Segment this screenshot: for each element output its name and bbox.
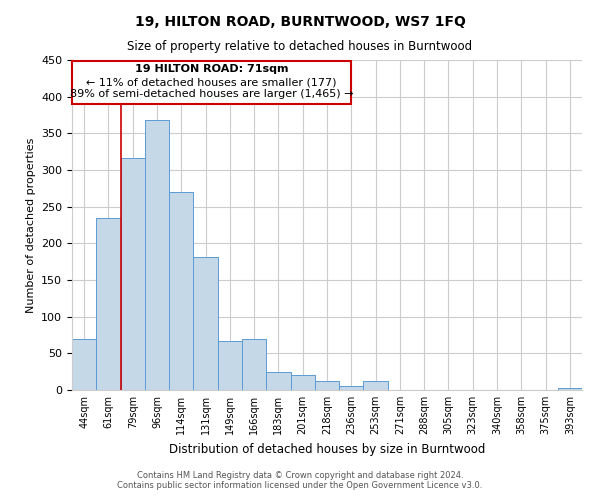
Y-axis label: Number of detached properties: Number of detached properties bbox=[26, 138, 35, 312]
Text: Contains HM Land Registry data © Crown copyright and database right 2024.
Contai: Contains HM Land Registry data © Crown c… bbox=[118, 470, 482, 490]
Bar bbox=[218, 341, 242, 390]
Text: 19, HILTON ROAD, BURNTWOOD, WS7 1FQ: 19, HILTON ROAD, BURNTWOOD, WS7 1FQ bbox=[134, 15, 466, 29]
Bar bbox=[558, 388, 582, 390]
Bar bbox=[169, 192, 193, 390]
Text: 89% of semi-detached houses are larger (1,465) →: 89% of semi-detached houses are larger (… bbox=[70, 90, 353, 100]
Bar bbox=[96, 218, 121, 390]
FancyBboxPatch shape bbox=[72, 62, 351, 104]
Bar bbox=[266, 372, 290, 390]
Bar bbox=[145, 120, 169, 390]
Bar bbox=[290, 376, 315, 390]
Bar bbox=[193, 256, 218, 390]
Bar bbox=[121, 158, 145, 390]
Text: 19 HILTON ROAD: 71sqm: 19 HILTON ROAD: 71sqm bbox=[135, 64, 289, 74]
Bar bbox=[72, 338, 96, 390]
Bar bbox=[315, 381, 339, 390]
X-axis label: Distribution of detached houses by size in Burntwood: Distribution of detached houses by size … bbox=[169, 442, 485, 456]
Bar bbox=[364, 381, 388, 390]
Text: ← 11% of detached houses are smaller (177): ← 11% of detached houses are smaller (17… bbox=[86, 78, 337, 88]
Bar bbox=[242, 338, 266, 390]
Text: Size of property relative to detached houses in Burntwood: Size of property relative to detached ho… bbox=[127, 40, 473, 53]
Bar bbox=[339, 386, 364, 390]
